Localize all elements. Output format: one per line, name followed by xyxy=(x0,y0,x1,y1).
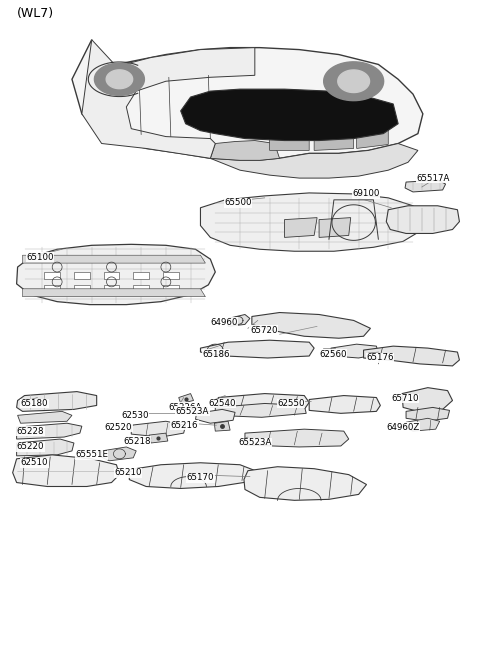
Polygon shape xyxy=(405,419,440,431)
Polygon shape xyxy=(214,421,230,431)
Polygon shape xyxy=(74,285,90,292)
Polygon shape xyxy=(324,62,384,100)
Polygon shape xyxy=(12,455,120,487)
Polygon shape xyxy=(44,285,60,292)
Polygon shape xyxy=(216,403,306,417)
Polygon shape xyxy=(252,312,371,338)
Polygon shape xyxy=(95,63,144,95)
Polygon shape xyxy=(17,244,216,304)
Polygon shape xyxy=(195,409,235,423)
Polygon shape xyxy=(129,462,258,489)
Text: 65551E: 65551E xyxy=(75,451,108,459)
Polygon shape xyxy=(131,421,186,437)
Polygon shape xyxy=(101,447,136,461)
Text: 62530: 62530 xyxy=(121,411,149,420)
Polygon shape xyxy=(74,272,90,279)
Polygon shape xyxy=(72,40,423,160)
Polygon shape xyxy=(386,206,459,234)
Polygon shape xyxy=(201,340,314,358)
Polygon shape xyxy=(244,466,367,501)
Text: 65180: 65180 xyxy=(21,399,48,408)
Text: 62550: 62550 xyxy=(277,399,305,408)
Polygon shape xyxy=(18,411,72,423)
Text: 62540: 62540 xyxy=(208,399,236,408)
Polygon shape xyxy=(309,396,380,413)
Polygon shape xyxy=(104,285,120,292)
Polygon shape xyxy=(44,272,60,279)
Polygon shape xyxy=(210,144,418,178)
Polygon shape xyxy=(17,423,82,439)
Text: (WL7): (WL7) xyxy=(17,7,54,20)
Polygon shape xyxy=(23,255,205,263)
Polygon shape xyxy=(406,407,450,421)
Polygon shape xyxy=(82,40,255,158)
Text: 65100: 65100 xyxy=(26,253,54,262)
Text: 65517A: 65517A xyxy=(416,174,449,182)
Polygon shape xyxy=(402,388,453,411)
Polygon shape xyxy=(23,289,205,297)
Text: 65218: 65218 xyxy=(123,436,151,445)
Text: 62560: 62560 xyxy=(319,350,347,359)
Text: 65523A: 65523A xyxy=(238,438,271,447)
Text: 65710: 65710 xyxy=(391,394,419,403)
Polygon shape xyxy=(180,89,398,140)
Polygon shape xyxy=(270,134,309,150)
Polygon shape xyxy=(331,344,378,358)
Text: 65170: 65170 xyxy=(187,473,214,482)
Polygon shape xyxy=(106,70,132,89)
Polygon shape xyxy=(314,132,354,150)
Text: 65216: 65216 xyxy=(171,420,198,430)
Polygon shape xyxy=(133,272,149,279)
Polygon shape xyxy=(228,314,250,327)
Polygon shape xyxy=(133,285,149,292)
Polygon shape xyxy=(201,193,423,251)
Text: 65210: 65210 xyxy=(114,468,142,477)
Text: 62510: 62510 xyxy=(21,459,48,467)
Text: 62520: 62520 xyxy=(105,422,132,432)
Text: 65523A: 65523A xyxy=(176,407,209,416)
Polygon shape xyxy=(405,180,445,192)
Polygon shape xyxy=(245,429,349,447)
Polygon shape xyxy=(319,218,351,237)
Polygon shape xyxy=(17,439,74,456)
Text: 65220: 65220 xyxy=(17,442,44,451)
Polygon shape xyxy=(149,433,168,443)
Polygon shape xyxy=(179,394,193,403)
Polygon shape xyxy=(285,218,317,237)
Polygon shape xyxy=(338,70,370,92)
Text: 64960: 64960 xyxy=(210,318,238,327)
Text: 65228: 65228 xyxy=(17,426,44,436)
Text: 65226A: 65226A xyxy=(169,403,202,412)
Text: 65186: 65186 xyxy=(203,350,230,359)
Polygon shape xyxy=(163,285,179,292)
Text: 65500: 65500 xyxy=(224,198,252,207)
Polygon shape xyxy=(17,392,96,411)
Text: 69100: 69100 xyxy=(353,190,380,198)
Text: 65176: 65176 xyxy=(367,354,394,363)
Polygon shape xyxy=(363,346,459,366)
Text: 65720: 65720 xyxy=(250,326,277,335)
Polygon shape xyxy=(210,140,279,160)
Polygon shape xyxy=(218,394,309,411)
Polygon shape xyxy=(357,129,388,148)
Polygon shape xyxy=(104,272,120,279)
Text: 64960Z: 64960Z xyxy=(386,422,420,432)
Polygon shape xyxy=(163,272,179,279)
